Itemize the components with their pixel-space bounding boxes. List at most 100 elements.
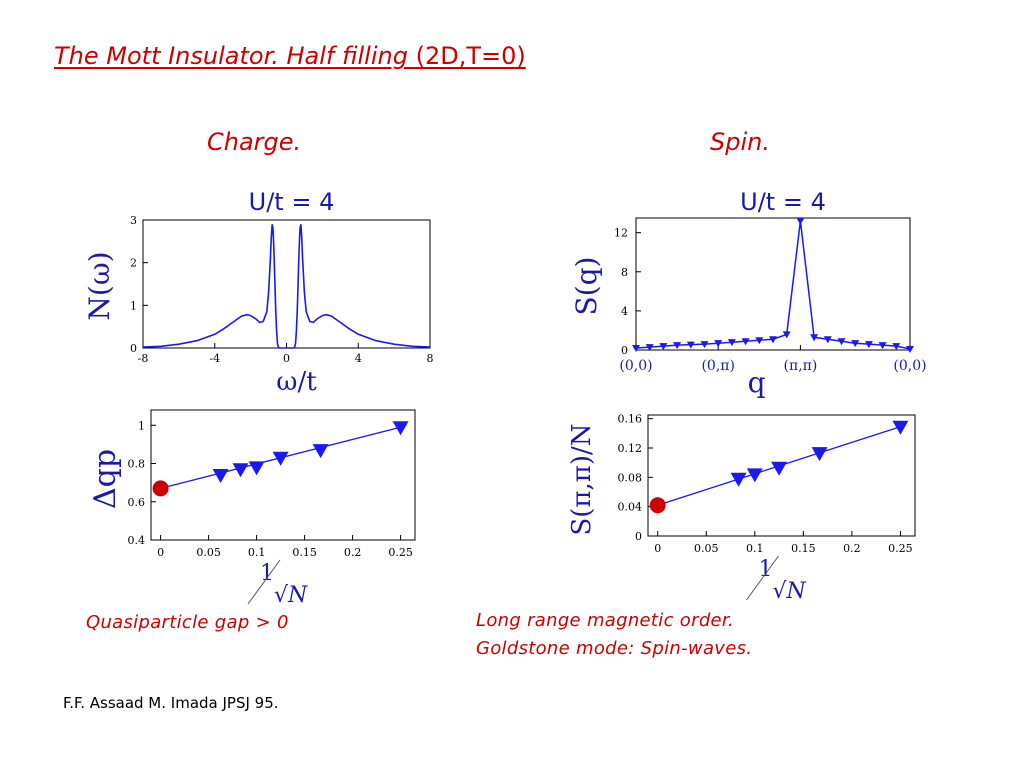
section-spin-heading: Spin. xyxy=(710,128,770,156)
gap-xtick-label: 0.15 xyxy=(292,546,317,559)
dos-series-line xyxy=(142,224,431,349)
sq-data-point xyxy=(892,343,901,351)
sq-y-axis-label: S(q) xyxy=(570,257,603,316)
mag-xtick-label: 0.2 xyxy=(843,542,861,555)
sq-data-point xyxy=(700,341,709,349)
sq-xtick-label: (0,0) xyxy=(619,358,652,374)
sq-data-point xyxy=(645,344,654,352)
gap-data-point xyxy=(248,461,265,476)
mag-data-point xyxy=(746,468,763,483)
mag-data-point xyxy=(892,420,909,435)
spin-caption: Long range magnetic order. Goldstone mod… xyxy=(476,607,752,663)
sq-ytick-label: 0 xyxy=(621,344,628,357)
sq-title: U/t = 4 xyxy=(740,188,826,216)
dos-xtick-label: 0 xyxy=(283,352,290,365)
gap-x-axis-label: 1√N xyxy=(247,559,308,608)
sq-xtick-label: (0,0) xyxy=(893,358,926,374)
sq-xtick-label: (0,π) xyxy=(701,358,734,374)
gap-data-point xyxy=(272,451,289,466)
spin-caption-line2: Goldstone mode: Spin-waves. xyxy=(476,638,753,659)
mag-xtick-label: 0.1 xyxy=(746,542,764,555)
dos-ytick-label: 0 xyxy=(130,342,137,355)
gap-ytick-label: 1 xyxy=(138,419,145,432)
mag-xtick-label: 0.15 xyxy=(791,542,816,555)
dos-xtick-label: 4 xyxy=(355,352,362,365)
dos-x-axis-label: ω/t xyxy=(276,367,317,397)
sq-data-point xyxy=(673,342,682,350)
charge-caption: Quasiparticle gap > 0 xyxy=(86,612,289,633)
gap-x-label-slash xyxy=(247,559,281,605)
gap-x-label-denominator: √N xyxy=(274,583,308,608)
gap-xtick-label: 0.05 xyxy=(196,546,221,559)
dos-frame xyxy=(142,219,431,349)
sq-data-point xyxy=(769,336,777,344)
title-paren: (2D,T=0) xyxy=(415,42,526,70)
mag-xtick-label: 0 xyxy=(654,542,661,555)
dos-ytick-label: 2 xyxy=(130,257,137,270)
mag-data-point xyxy=(811,447,828,462)
sq-ytick-label: 4 xyxy=(621,305,628,318)
mag-ytick-label: 0.08 xyxy=(618,471,643,484)
mag-ytick-label: 0.12 xyxy=(618,442,643,455)
sq-data-point xyxy=(878,342,887,350)
gap-extrapolated-point xyxy=(152,480,169,497)
mag-xtick-label: 0.25 xyxy=(888,542,913,555)
mag-frame xyxy=(647,414,916,537)
section-charge-heading: Charge. xyxy=(207,128,302,156)
mag-ytick-label: 0 xyxy=(635,530,642,543)
magnetization-chart: 0 0.05 0.1 0.15 0.2 0.25 0 0.04 0.08 0.12 0.16 S(π,… xyxy=(567,413,916,604)
reference-citation: F.F. Assaad M. Imada JPSJ 95. xyxy=(63,694,279,712)
dos-y-axis-label: N(ω) xyxy=(83,251,116,320)
gap-ytick-label: 0.4 xyxy=(128,534,146,547)
gap-ytick-label: 0.6 xyxy=(128,496,146,509)
sq-xtick-label: (π,π) xyxy=(784,358,818,374)
sq-x-axis-label: q xyxy=(748,366,766,399)
mag-x-label-denominator: √N xyxy=(773,579,807,604)
mag-data-point xyxy=(771,461,788,476)
page-title: The Mott Insulator. Half filling (2D,T=0… xyxy=(54,42,526,70)
sq-frame xyxy=(635,217,911,351)
mag-y-axis-label: S(π,π)/N xyxy=(567,423,597,535)
sq-data-point xyxy=(837,338,846,346)
spin-caption-line1: Long range magnetic order. xyxy=(476,610,734,631)
sq-data-point xyxy=(727,339,736,347)
title-main: The Mott Insulator. Half filling xyxy=(54,42,408,70)
sq-data-point xyxy=(755,337,764,345)
gap-xtick-label: 0 xyxy=(157,546,164,559)
gap-data-point xyxy=(212,469,229,483)
sq-data-point xyxy=(906,346,914,354)
gap-data-point xyxy=(392,421,409,436)
sq-data-point xyxy=(810,334,819,342)
sq-data-point xyxy=(851,340,860,348)
dos-xtick-label: 8 xyxy=(427,352,434,365)
sq-data-point xyxy=(741,338,750,346)
dos-ytick-label: 1 xyxy=(130,299,137,312)
sq-data-point xyxy=(632,345,640,353)
mag-x-axis-label: 1√N xyxy=(746,555,807,604)
gap-xtick-label: 0.25 xyxy=(388,546,413,559)
sq-data-point xyxy=(686,341,695,349)
dos-xtick-label: -8 xyxy=(138,352,149,365)
mag-ytick-label: 0.16 xyxy=(618,413,643,426)
gap-xtick-label: 0.1 xyxy=(248,546,266,559)
spin-structure-chart: U/t = 4 0 4 8 12 (0,0) (0,π) (π,π) (0,0) q S(q) xyxy=(570,188,927,399)
mag-data-point xyxy=(730,472,747,487)
mag-x-label-numerator: 1 xyxy=(759,557,773,582)
mag-x-label-slash xyxy=(746,555,779,601)
gap-data-point xyxy=(232,463,249,478)
sq-series-line xyxy=(635,220,911,350)
gap-y-axis-label: Δqp xyxy=(88,449,123,509)
sq-ytick-label: 12 xyxy=(614,227,628,240)
gap-x-label-numerator: 1 xyxy=(260,561,274,586)
gap-frame xyxy=(150,409,416,541)
sq-data-point xyxy=(796,217,805,225)
gap-ytick-label: 0.8 xyxy=(128,458,146,471)
mag-xtick-label: 0.05 xyxy=(694,542,719,555)
mag-ytick-label: 0.04 xyxy=(618,501,643,514)
dos-xtick-label: -4 xyxy=(209,352,220,365)
sq-data-point xyxy=(823,336,832,344)
gap-data-point xyxy=(312,444,329,459)
dos-title: U/t = 4 xyxy=(249,188,335,216)
dos-chart: U/t = 4 -8 -4 0 4 8 0 1 2 3 ω/t N(ω) xyxy=(83,188,434,397)
